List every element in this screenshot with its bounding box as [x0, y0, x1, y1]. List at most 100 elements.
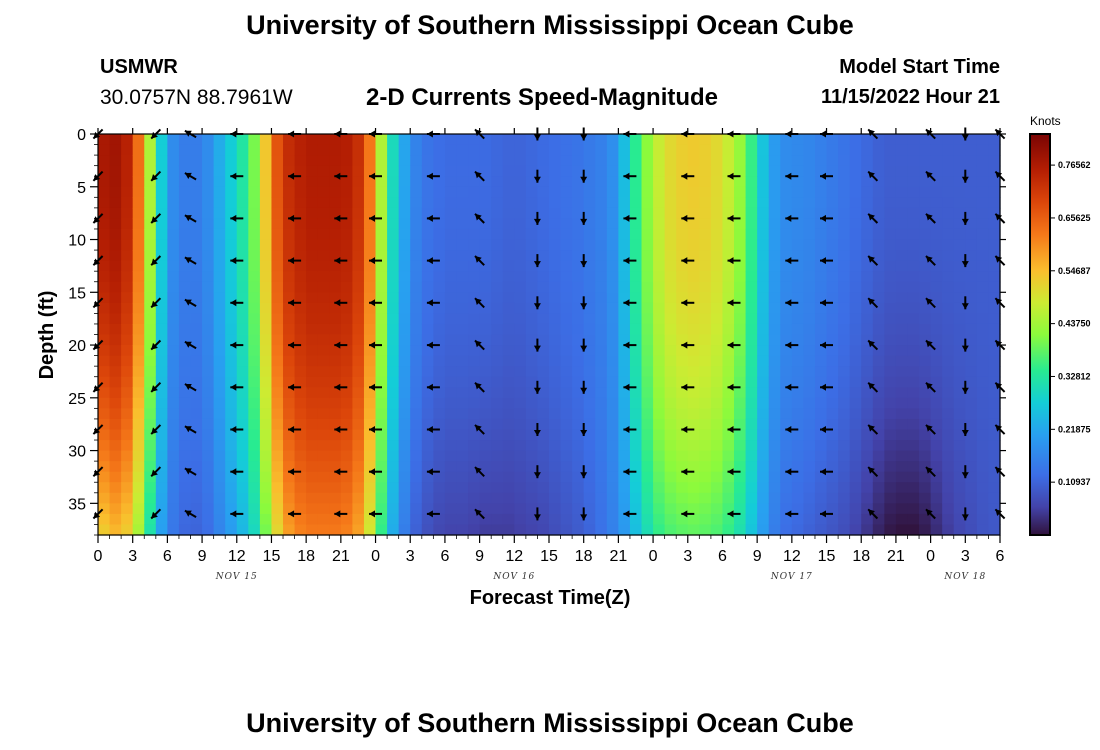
heatmap-cell — [618, 397, 631, 409]
heatmap-cell — [155, 524, 168, 536]
heatmap-cell — [398, 471, 411, 483]
heatmap-cell — [109, 345, 122, 357]
heatmap-cell — [225, 313, 238, 325]
heatmap-cell — [699, 492, 712, 504]
x-tick-label: 18 — [852, 548, 870, 565]
heatmap-cell — [664, 323, 677, 336]
heatmap-cell — [190, 366, 203, 378]
heatmap-cell — [144, 134, 157, 146]
heatmap-cell — [965, 524, 978, 536]
heatmap-cell — [942, 376, 955, 388]
heatmap-cell — [849, 450, 862, 462]
heatmap-cell — [456, 292, 469, 304]
heatmap-cell — [583, 387, 596, 399]
heatmap-cell — [907, 355, 920, 367]
heatmap-cell — [340, 345, 354, 357]
heatmap-cell — [98, 345, 111, 357]
heatmap-cell — [398, 271, 411, 283]
heatmap-cell — [444, 176, 458, 188]
heatmap-cell — [109, 239, 122, 251]
heatmap-cell — [572, 461, 585, 473]
heatmap-cell — [907, 144, 920, 156]
heatmap-cell — [352, 418, 365, 431]
heatmap-cell — [283, 334, 296, 346]
current-vector-arrow — [334, 257, 348, 265]
heatmap-cell — [109, 176, 122, 188]
heatmap-cell — [259, 197, 273, 209]
heatmap-cell — [340, 492, 354, 504]
heatmap-cell — [572, 313, 585, 325]
heatmap-cell — [676, 260, 689, 272]
heatmap-cell — [259, 524, 273, 536]
heatmap-cell — [780, 292, 793, 304]
heatmap-cell — [768, 503, 781, 515]
heatmap-cell — [178, 207, 192, 220]
heatmap-cell — [502, 218, 515, 230]
heatmap-cell — [121, 450, 134, 462]
heatmap-cell — [791, 376, 805, 388]
current-vector-arrow — [230, 214, 244, 222]
heatmap-cell — [560, 482, 573, 494]
heatmap-cell — [884, 524, 897, 536]
heatmap-cell — [225, 366, 238, 378]
heatmap-cell — [491, 397, 504, 409]
heatmap-cell — [953, 366, 966, 378]
heatmap-cell — [722, 482, 735, 494]
heatmap-cell — [826, 271, 839, 283]
heatmap-cell — [259, 302, 273, 314]
heatmap-cell — [699, 218, 712, 230]
heatmap-cell — [710, 302, 724, 314]
current-vector-arrow — [369, 214, 382, 222]
heatmap-cell — [502, 302, 515, 314]
heatmap-cell — [629, 271, 643, 283]
heatmap-cell — [363, 323, 377, 336]
heatmap-cell — [884, 292, 897, 304]
heatmap-cell — [814, 281, 828, 293]
heatmap-cell — [722, 186, 735, 198]
heatmap-cell — [98, 366, 111, 378]
heatmap-cell — [583, 134, 596, 146]
heatmap-cell — [572, 186, 585, 198]
heatmap-cell — [618, 271, 631, 283]
heatmap-cell — [294, 228, 307, 241]
heatmap-cell — [595, 482, 608, 494]
heatmap-cell — [479, 218, 492, 230]
heatmap-cell — [144, 450, 157, 462]
heatmap-cell — [606, 218, 619, 230]
heatmap-cell — [537, 250, 550, 262]
heatmap-cell — [132, 482, 145, 494]
heatmap-cell — [872, 228, 885, 241]
current-vector-arrow — [681, 510, 695, 518]
heatmap-cell — [572, 397, 585, 409]
heatmap-cell — [502, 207, 515, 220]
heatmap-cell — [121, 134, 134, 146]
heatmap-cell — [549, 292, 562, 304]
heatmap-cell — [838, 260, 851, 272]
heatmap-cell — [202, 323, 215, 336]
heatmap-cell — [780, 228, 793, 241]
heatmap-cell — [479, 408, 492, 420]
heatmap-cell — [190, 271, 203, 283]
heatmap-cell — [271, 524, 284, 536]
heatmap-cell — [826, 376, 839, 388]
heatmap-cell — [294, 376, 307, 388]
heatmap-cell — [976, 250, 990, 262]
station-coordinates: 30.0757N 88.7961W — [100, 86, 293, 109]
heatmap-cell — [976, 144, 990, 156]
heatmap-cell — [976, 218, 990, 230]
heatmap-cell — [803, 144, 816, 156]
heatmap-cell — [537, 482, 550, 494]
heatmap-cell — [965, 408, 978, 420]
heatmap-cell — [572, 165, 585, 177]
heatmap-cell — [132, 524, 145, 536]
heatmap-cell — [606, 334, 619, 346]
heatmap-cell — [942, 450, 955, 462]
heatmap-cell — [814, 440, 828, 452]
heatmap-cell — [236, 176, 249, 188]
heatmap-cell — [502, 239, 515, 251]
heatmap-cell — [444, 292, 458, 304]
heatmap-cell — [618, 334, 631, 346]
heatmap-cell — [572, 450, 585, 462]
heatmap-cell — [641, 492, 654, 504]
current-vector-arrow — [533, 380, 541, 394]
